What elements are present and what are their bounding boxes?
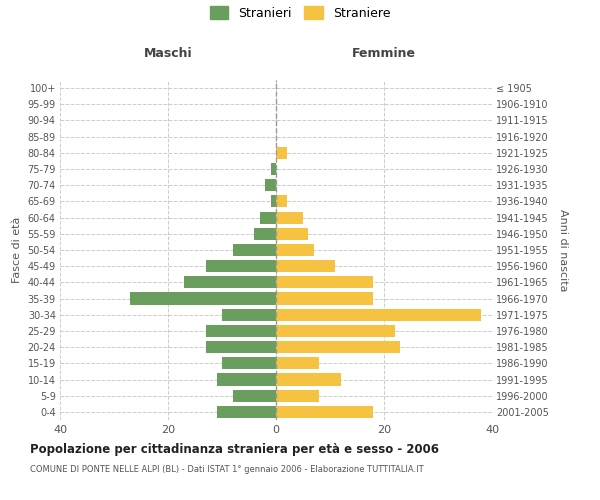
Bar [271,196,276,207]
Text: Popolazione per cittadinanza straniera per età e sesso - 2006: Popolazione per cittadinanza straniera p… [30,442,439,456]
Bar [222,308,276,321]
Bar [206,260,276,272]
Bar [254,228,276,240]
Bar [271,163,276,175]
Text: Maschi: Maschi [143,47,193,60]
Legend: Stranieri, Straniere: Stranieri, Straniere [209,6,391,20]
Bar [276,374,341,386]
Bar [276,212,303,224]
Bar [276,325,395,337]
Bar [276,341,400,353]
Bar [276,260,335,272]
Bar [276,308,481,321]
Bar [276,196,287,207]
Bar [217,374,276,386]
Bar [130,292,276,304]
Text: COMUNE DI PONTE NELLE ALPI (BL) - Dati ISTAT 1° gennaio 2006 - Elaborazione TUTT: COMUNE DI PONTE NELLE ALPI (BL) - Dati I… [30,465,424,474]
Bar [276,276,373,288]
Y-axis label: Anni di nascita: Anni di nascita [559,208,568,291]
Text: Femmine: Femmine [352,47,416,60]
Bar [184,276,276,288]
Bar [217,406,276,418]
Bar [233,390,276,402]
Bar [222,358,276,370]
Bar [206,325,276,337]
Bar [233,244,276,256]
Bar [276,147,287,159]
Bar [265,179,276,192]
Bar [276,406,373,418]
Y-axis label: Fasce di età: Fasce di età [12,217,22,283]
Bar [206,341,276,353]
Bar [260,212,276,224]
Bar [276,228,308,240]
Bar [276,244,314,256]
Bar [276,292,373,304]
Bar [276,358,319,370]
Bar [276,390,319,402]
